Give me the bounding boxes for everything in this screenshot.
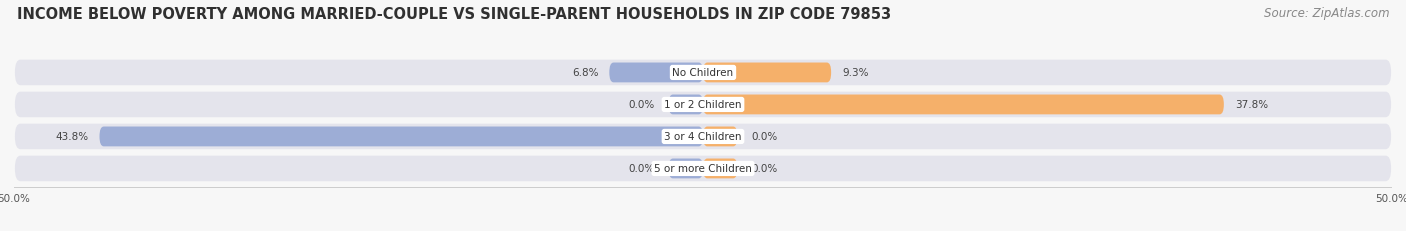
- Text: 0.0%: 0.0%: [751, 132, 778, 142]
- Text: 9.3%: 9.3%: [842, 68, 869, 78]
- FancyBboxPatch shape: [669, 95, 703, 115]
- Text: 37.8%: 37.8%: [1234, 100, 1268, 110]
- FancyBboxPatch shape: [703, 159, 738, 179]
- Text: Source: ZipAtlas.com: Source: ZipAtlas.com: [1264, 7, 1389, 20]
- Text: 43.8%: 43.8%: [55, 132, 89, 142]
- FancyBboxPatch shape: [15, 156, 1391, 182]
- FancyBboxPatch shape: [609, 63, 703, 83]
- Text: 0.0%: 0.0%: [751, 164, 778, 174]
- FancyBboxPatch shape: [703, 63, 831, 83]
- Text: No Children: No Children: [672, 68, 734, 78]
- Text: 6.8%: 6.8%: [572, 68, 599, 78]
- FancyBboxPatch shape: [15, 92, 1391, 118]
- FancyBboxPatch shape: [15, 60, 1391, 86]
- Text: INCOME BELOW POVERTY AMONG MARRIED-COUPLE VS SINGLE-PARENT HOUSEHOLDS IN ZIP COD: INCOME BELOW POVERTY AMONG MARRIED-COUPL…: [17, 7, 891, 22]
- Text: 3 or 4 Children: 3 or 4 Children: [664, 132, 742, 142]
- Text: 5 or more Children: 5 or more Children: [654, 164, 752, 174]
- FancyBboxPatch shape: [703, 127, 738, 147]
- FancyBboxPatch shape: [669, 159, 703, 179]
- Text: 1 or 2 Children: 1 or 2 Children: [664, 100, 742, 110]
- Text: 0.0%: 0.0%: [628, 164, 655, 174]
- Text: 0.0%: 0.0%: [628, 100, 655, 110]
- FancyBboxPatch shape: [100, 127, 703, 147]
- FancyBboxPatch shape: [703, 95, 1223, 115]
- FancyBboxPatch shape: [15, 124, 1391, 150]
